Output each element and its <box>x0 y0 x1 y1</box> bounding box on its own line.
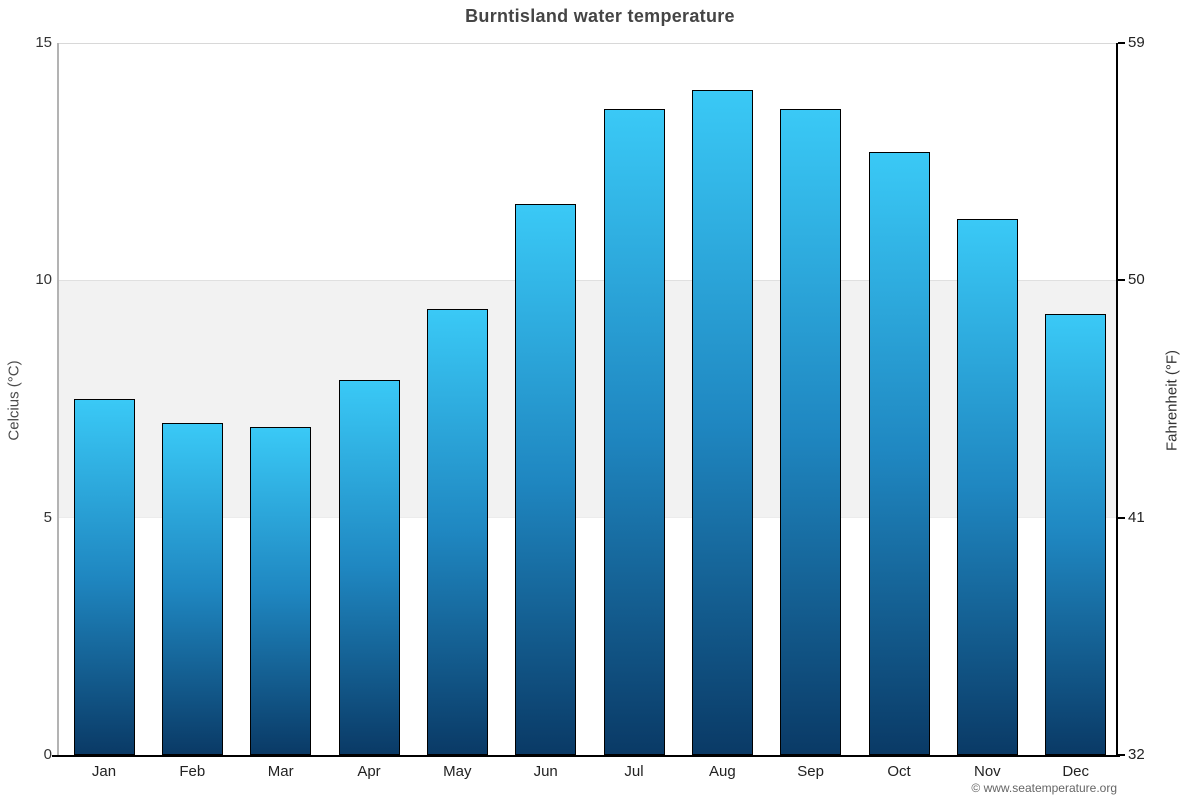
month-label-apr: Apr <box>357 763 381 780</box>
month-label-dec: Dec <box>1062 763 1089 780</box>
fahrenheit-axis-title: Fahrenheit (°F) <box>1163 349 1181 452</box>
fahrenheit-tick-50: 50 <box>1128 271 1145 289</box>
month-label-sep: Sep <box>797 763 824 780</box>
gridline-15c <box>58 43 1117 44</box>
celsius-axis-line <box>57 43 59 756</box>
celsius-axis-title: Celcius (°C) <box>5 360 23 441</box>
fahrenheit-tick-32: 32 <box>1128 746 1145 763</box>
month-label-jan: Jan <box>91 763 117 780</box>
chart-title: Burntisland water temperature <box>465 6 735 26</box>
bar-jul <box>603 109 665 755</box>
month-label-jul: Jul <box>624 763 644 780</box>
celsius-tick-5: 5 <box>43 508 52 526</box>
bar-nov <box>957 218 1018 755</box>
fahrenheit-tick-41: 41 <box>1128 508 1145 526</box>
fahrenheit-tick-mark <box>1118 279 1125 282</box>
fahrenheit-tick-59: 59 <box>1128 34 1145 51</box>
fahrenheit-tick-mark <box>1118 516 1125 519</box>
celsius-tick-10: 10 <box>35 271 52 289</box>
month-label-oct: Oct <box>887 763 911 780</box>
bar-aug <box>692 90 753 755</box>
month-label-may: May <box>443 763 472 780</box>
month-label-aug: Aug <box>708 763 736 780</box>
celsius-tick-15: 15 <box>35 34 52 51</box>
celsius-tick-0: 0 <box>43 746 52 763</box>
fahrenheit-axis-line <box>1116 43 1118 757</box>
bar-mar <box>250 427 312 755</box>
bar-dec <box>1045 313 1107 755</box>
x-axis-line <box>52 755 1120 757</box>
fahrenheit-tick-mark <box>1118 754 1125 756</box>
month-label-mar: Mar <box>267 763 294 780</box>
month-label-feb: Feb <box>179 763 206 780</box>
bar-feb <box>162 422 223 755</box>
bar-may <box>427 308 488 755</box>
month-label-jun: Jun <box>533 763 558 780</box>
bar-sep <box>780 109 842 755</box>
copyright-link[interactable]: © www.seatemperature.org <box>971 781 1117 795</box>
bar-apr <box>338 380 400 755</box>
bar-jan <box>73 399 135 755</box>
fahrenheit-tick-mark <box>1118 42 1125 44</box>
bar-oct <box>868 152 930 755</box>
shaded-band-5-10 <box>59 280 1117 518</box>
bar-jun <box>515 204 577 755</box>
month-label-nov: Nov <box>973 763 1001 780</box>
